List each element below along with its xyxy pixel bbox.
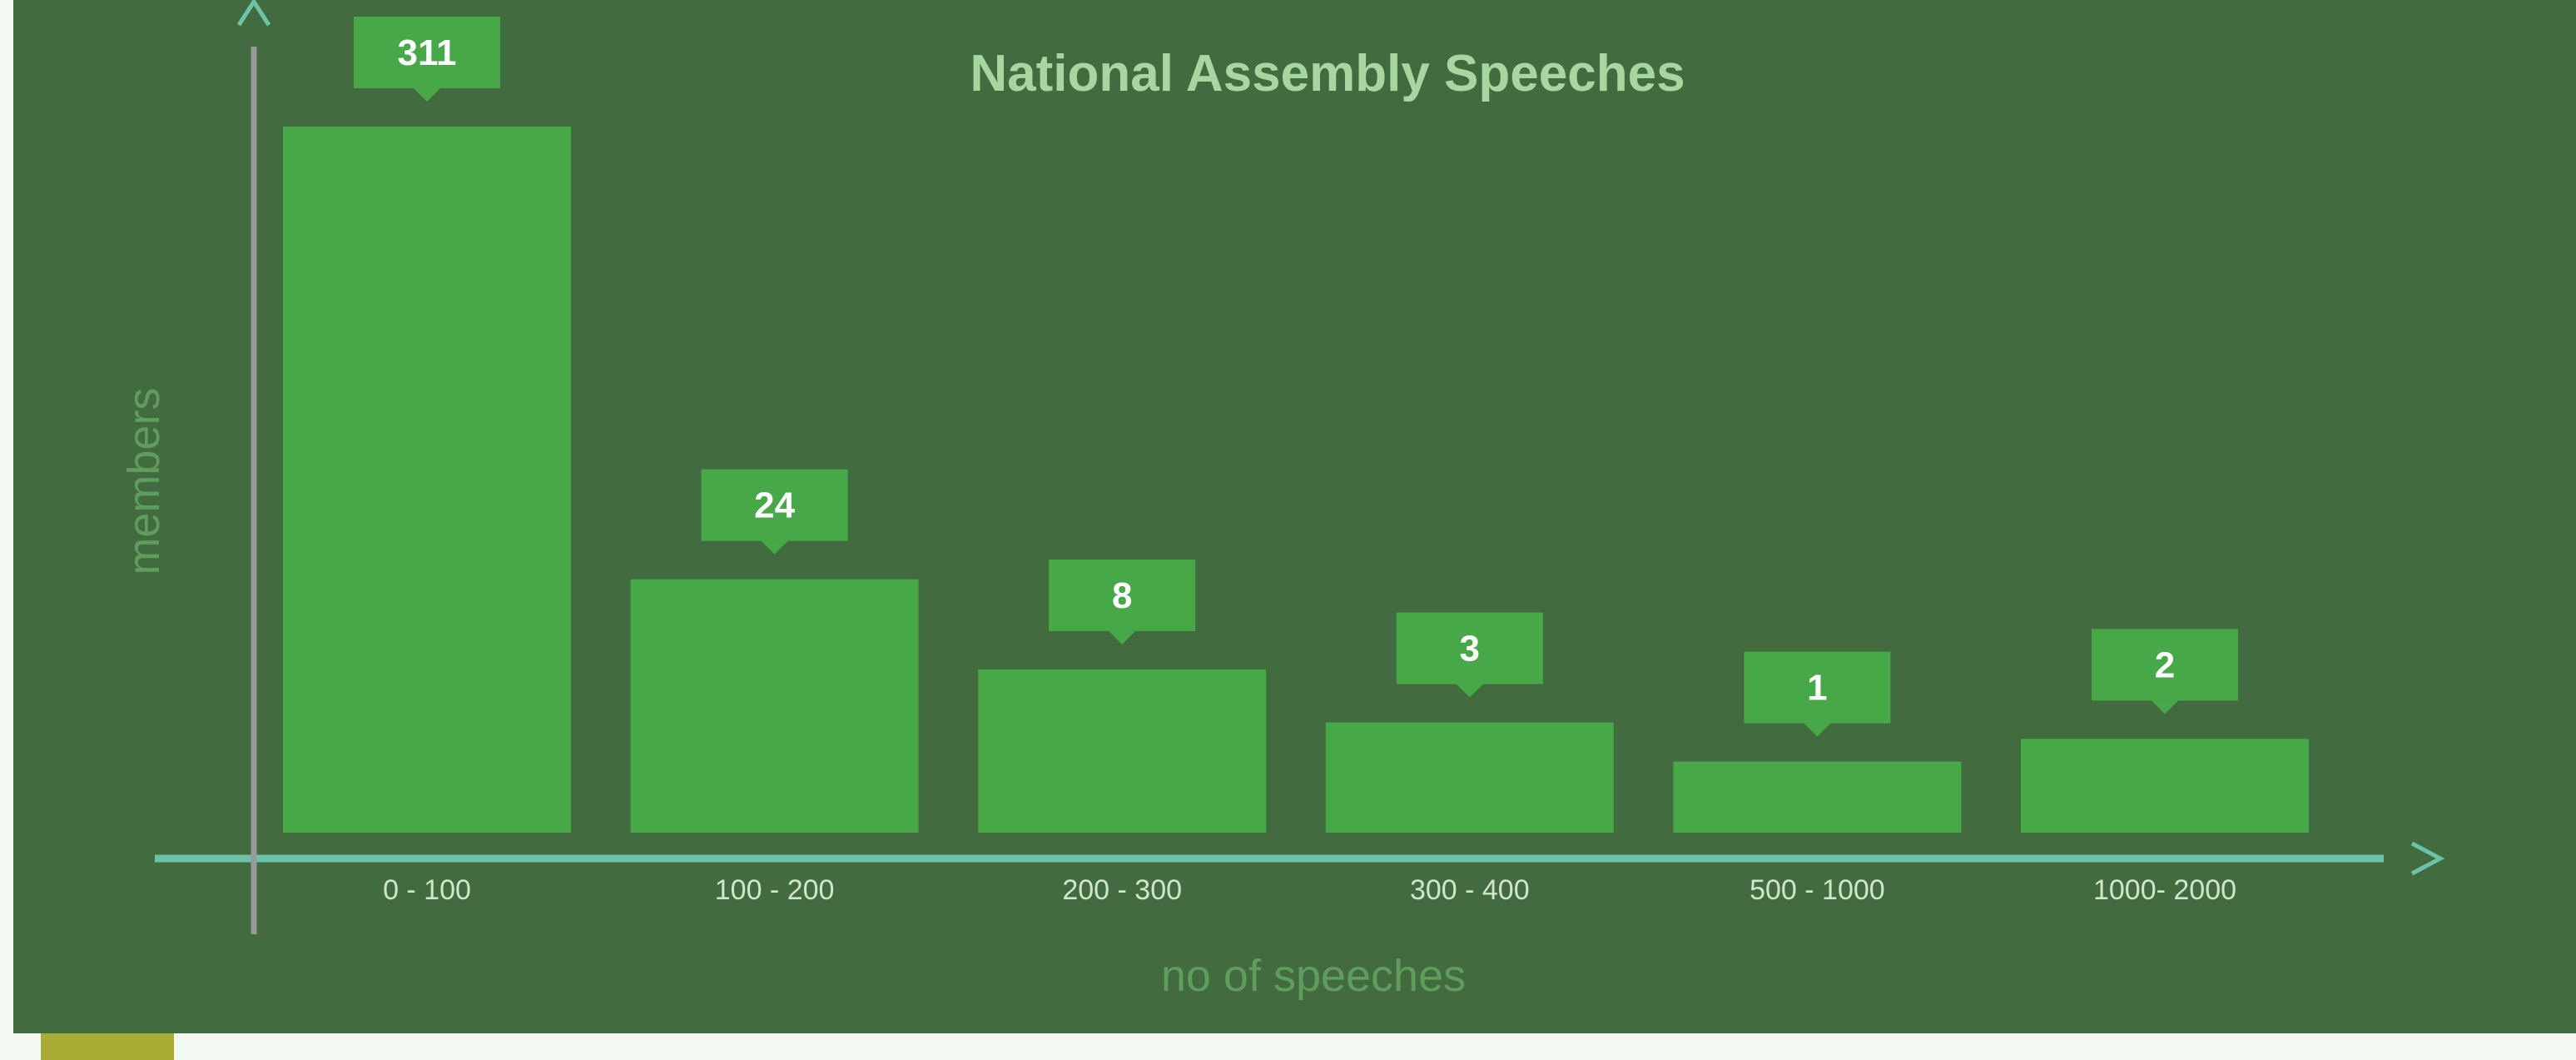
x-axis-label: no of speeches [1161, 951, 1466, 1001]
data-label: 3 [1460, 629, 1480, 669]
bar-500-1000 [1673, 761, 1962, 833]
data-label-box [1744, 651, 1891, 724]
data-label-box [701, 469, 848, 541]
data-label-pointer [414, 88, 440, 102]
x-tick-label: 1000- 2000 [2093, 874, 2236, 906]
bar-300-400 [1325, 722, 1614, 833]
data-label: 24 [754, 485, 795, 526]
data-label-pointer [761, 540, 788, 555]
data-label: 8 [1112, 575, 1132, 616]
bar-200-300 [978, 669, 1267, 833]
footer-color-swatch [41, 1033, 174, 1060]
x-tick-label: 500 - 1000 [1750, 874, 1885, 906]
data-label-box [354, 17, 500, 88]
data-label: 1 [1807, 668, 1827, 709]
data-label-pointer [1804, 723, 1831, 737]
y-axis-arrow-icon [236, 0, 271, 27]
bar-0-100 [283, 127, 571, 833]
data-label-box [1396, 612, 1543, 684]
y-axis-label: members [119, 387, 169, 575]
x-axis-arrow-icon [2410, 841, 2445, 876]
x-tick-label: 200 - 300 [1062, 874, 1182, 906]
data-label-box [2092, 629, 2238, 701]
x-tick-label: 300 - 400 [1410, 874, 1530, 906]
data-label-pointer [2152, 700, 2178, 714]
data-label: 2 [2155, 644, 2175, 685]
data-label-pointer [1109, 630, 1136, 644]
x-tick-label: 100 - 200 [715, 874, 835, 906]
tick-labels-layer: 0 - 100 100 - 200 200 - 300 300 - 400 500 - … [383, 874, 2236, 906]
data-labels-layer: 311 24 8 3 1 2 [354, 17, 2238, 737]
bars-layer [283, 127, 2309, 833]
bar-chart: National Assembly Speeches members no of… [119, 0, 2445, 1001]
bar-100-200 [630, 579, 919, 833]
x-tick-label: 0 - 100 [383, 874, 471, 906]
data-label: 311 [398, 32, 457, 73]
chart-title: National Assembly Speeches [970, 45, 1685, 102]
data-label-box [1049, 559, 1196, 631]
bar-1000-2000 [2021, 739, 2309, 833]
data-label-pointer [1456, 684, 1483, 698]
